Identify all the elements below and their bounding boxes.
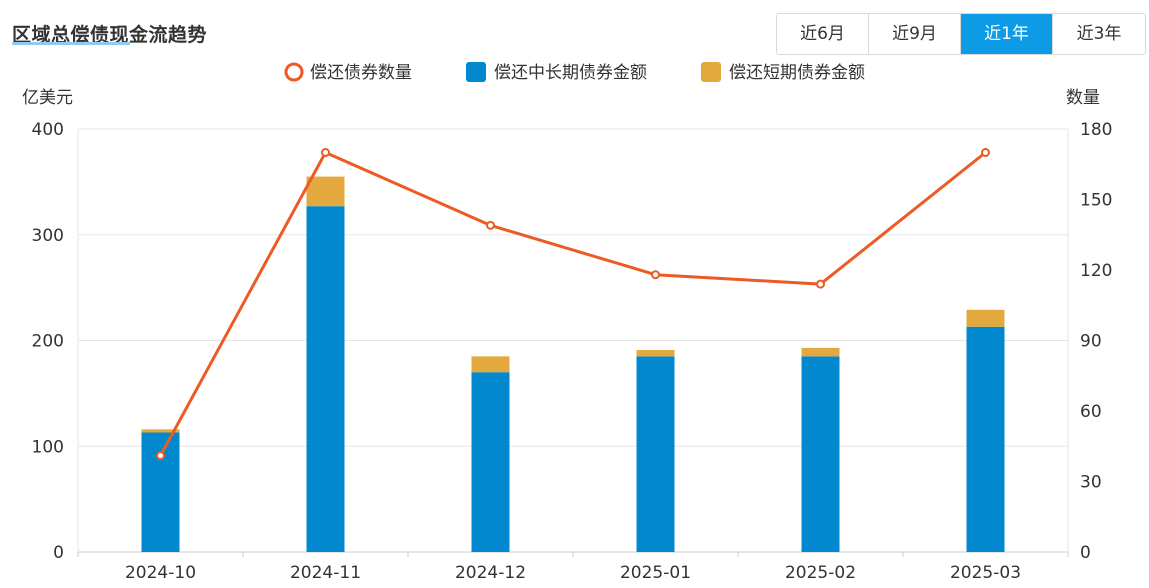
tab-1-year[interactable]: 近1年 bbox=[961, 14, 1053, 54]
y-right-tick-label: 180 bbox=[1080, 120, 1112, 140]
x-tick-label: 2024-11 bbox=[290, 563, 361, 583]
legend-swatch-short-term bbox=[701, 62, 721, 82]
count-point[interactable] bbox=[321, 148, 330, 157]
bar-long-term[interactable] bbox=[471, 372, 510, 552]
page-title: 区域总偿债现金流趋势 bbox=[12, 24, 208, 46]
title-underline bbox=[12, 42, 130, 45]
bar-long-term[interactable] bbox=[306, 206, 345, 552]
x-tick-label: 2025-01 bbox=[620, 563, 691, 583]
bar-short-term[interactable] bbox=[636, 350, 675, 357]
legend-label-short-term: 偿还短期债券金额 bbox=[729, 63, 865, 83]
y-left-tick-label: 0 bbox=[53, 543, 64, 563]
legend-swatch-long-term bbox=[466, 62, 486, 82]
legend-item-count[interactable]: 偿还债券数量 bbox=[284, 62, 412, 83]
bar-short-term[interactable] bbox=[141, 429, 180, 433]
legend-line-marker bbox=[284, 62, 304, 82]
axis-ticks: 0 100 200 300 400 0 30 60 90 120 150 180 2024-10 2024… bbox=[32, 120, 1113, 583]
count-line bbox=[159, 151, 987, 457]
y-right-tick-label: 30 bbox=[1080, 473, 1102, 493]
x-tick-label: 2024-12 bbox=[455, 563, 526, 583]
count-point[interactable] bbox=[651, 270, 660, 280]
x-tick-label: 2025-03 bbox=[950, 563, 1021, 583]
period-tabs: 近6月 近9月 近1年 近3年 bbox=[776, 13, 1146, 55]
legend: 偿还债券数量 偿还中长期债券金额 偿还短期债券金额 bbox=[284, 62, 865, 83]
bar-short-term[interactable] bbox=[801, 347, 840, 357]
grid-lines bbox=[78, 128, 1068, 447]
y-left-tick-label: 100 bbox=[32, 437, 64, 457]
bar-long-term[interactable] bbox=[966, 326, 1005, 552]
count-point[interactable] bbox=[156, 451, 165, 461]
y-left-axis-title: 亿美元 bbox=[22, 88, 73, 108]
y-left-tick-label: 300 bbox=[32, 226, 64, 246]
bar-long-term[interactable] bbox=[801, 356, 840, 552]
tab-9-months[interactable]: 近9月 bbox=[869, 14, 961, 54]
count-point[interactable] bbox=[981, 148, 990, 157]
y-left-tick-label: 400 bbox=[32, 120, 64, 140]
y-left-tick-label: 200 bbox=[32, 332, 64, 352]
bar-short-term[interactable] bbox=[966, 309, 1005, 327]
tab-6-months[interactable]: 近6月 bbox=[777, 14, 869, 54]
x-tick-label: 2024-10 bbox=[125, 563, 196, 583]
y-right-tick-label: 120 bbox=[1080, 261, 1112, 281]
tab-3-years[interactable]: 近3年 bbox=[1076, 24, 1122, 44]
count-line-series bbox=[156, 148, 990, 461]
bar-long-term[interactable] bbox=[636, 356, 675, 552]
count-point[interactable] bbox=[486, 220, 495, 230]
legend-item-short-term[interactable]: 偿还短期债券金额 bbox=[701, 62, 865, 83]
legend-label-count: 偿还债券数量 bbox=[310, 63, 412, 83]
y-right-axis-title: 数量 bbox=[1066, 88, 1100, 108]
x-tick-label: 2025-02 bbox=[785, 563, 856, 583]
y-right-tick-label: 90 bbox=[1080, 332, 1102, 352]
legend-label-long-term: 偿还中长期债券金额 bbox=[494, 63, 647, 83]
bars bbox=[141, 176, 1005, 552]
y-right-tick-label: 0 bbox=[1080, 543, 1091, 563]
y-right-tick-label: 60 bbox=[1080, 402, 1102, 422]
bar-short-term[interactable] bbox=[306, 176, 345, 207]
bar-long-term[interactable] bbox=[141, 432, 180, 552]
bar-short-term[interactable] bbox=[471, 356, 510, 373]
y-right-tick-label: 150 bbox=[1080, 191, 1112, 211]
count-point[interactable] bbox=[816, 279, 825, 289]
legend-item-long-term[interactable]: 偿还中长期债券金额 bbox=[466, 62, 647, 83]
